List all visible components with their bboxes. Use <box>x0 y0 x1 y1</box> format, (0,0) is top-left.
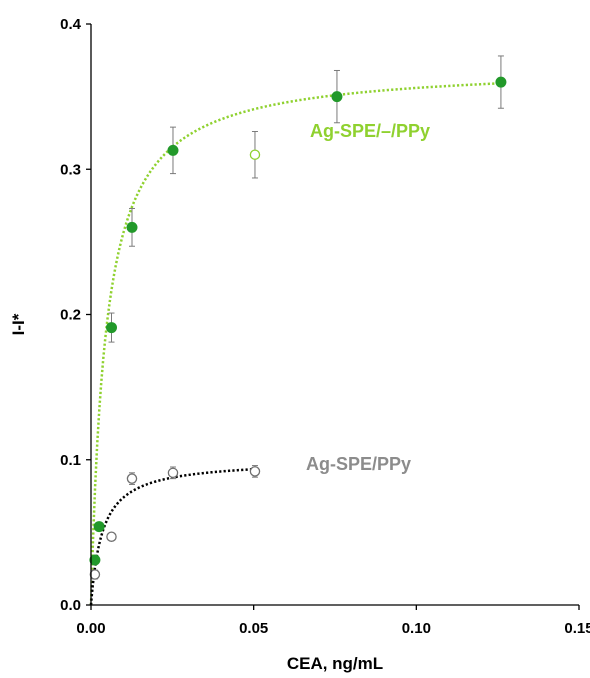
data-point <box>331 91 343 103</box>
series-label-ag-spe-ppy-gray: Ag-SPE/PPy <box>306 454 411 474</box>
data-point <box>126 221 138 233</box>
data-point <box>495 76 507 88</box>
tick-labels: 0.0 0.1 0.2 0.3 0.4 0.00 0.05 0.10 0.15 <box>60 16 590 637</box>
y-tick-label: 0.2 <box>60 307 81 324</box>
fit-curves <box>89 82 501 606</box>
data-point-open <box>249 466 261 477</box>
data-point <box>89 554 101 566</box>
y-tick-label: 0.1 <box>60 452 81 469</box>
x-tick-label: 0.00 <box>76 620 105 637</box>
axes <box>86 23 580 610</box>
data-point-open <box>89 569 101 580</box>
y-tick-label: 0.3 <box>60 161 81 178</box>
y-axis-title: I-I* <box>9 313 28 335</box>
x-tick-label: 0.05 <box>239 620 268 637</box>
data-point-open <box>106 531 117 542</box>
data-point <box>167 144 179 156</box>
data-point-open <box>249 149 261 160</box>
error-bars <box>91 55 504 580</box>
data-point <box>93 521 105 533</box>
y-tick-label: 0.0 <box>60 597 81 614</box>
data-point-open <box>167 467 179 479</box>
x-tick-label: 0.15 <box>564 620 590 637</box>
x-axis-title: CEA, ng/mL <box>287 654 383 673</box>
data-point-open <box>126 473 138 484</box>
y-tick-label: 0.4 <box>60 16 82 33</box>
series-label-ag-spe-ppy-green: Ag-SPE/–/PPy <box>310 121 430 141</box>
data-point <box>105 322 117 334</box>
x-tick-label: 0.10 <box>402 620 431 637</box>
fit-curve-series-1 <box>89 82 501 606</box>
data-points <box>89 76 507 580</box>
